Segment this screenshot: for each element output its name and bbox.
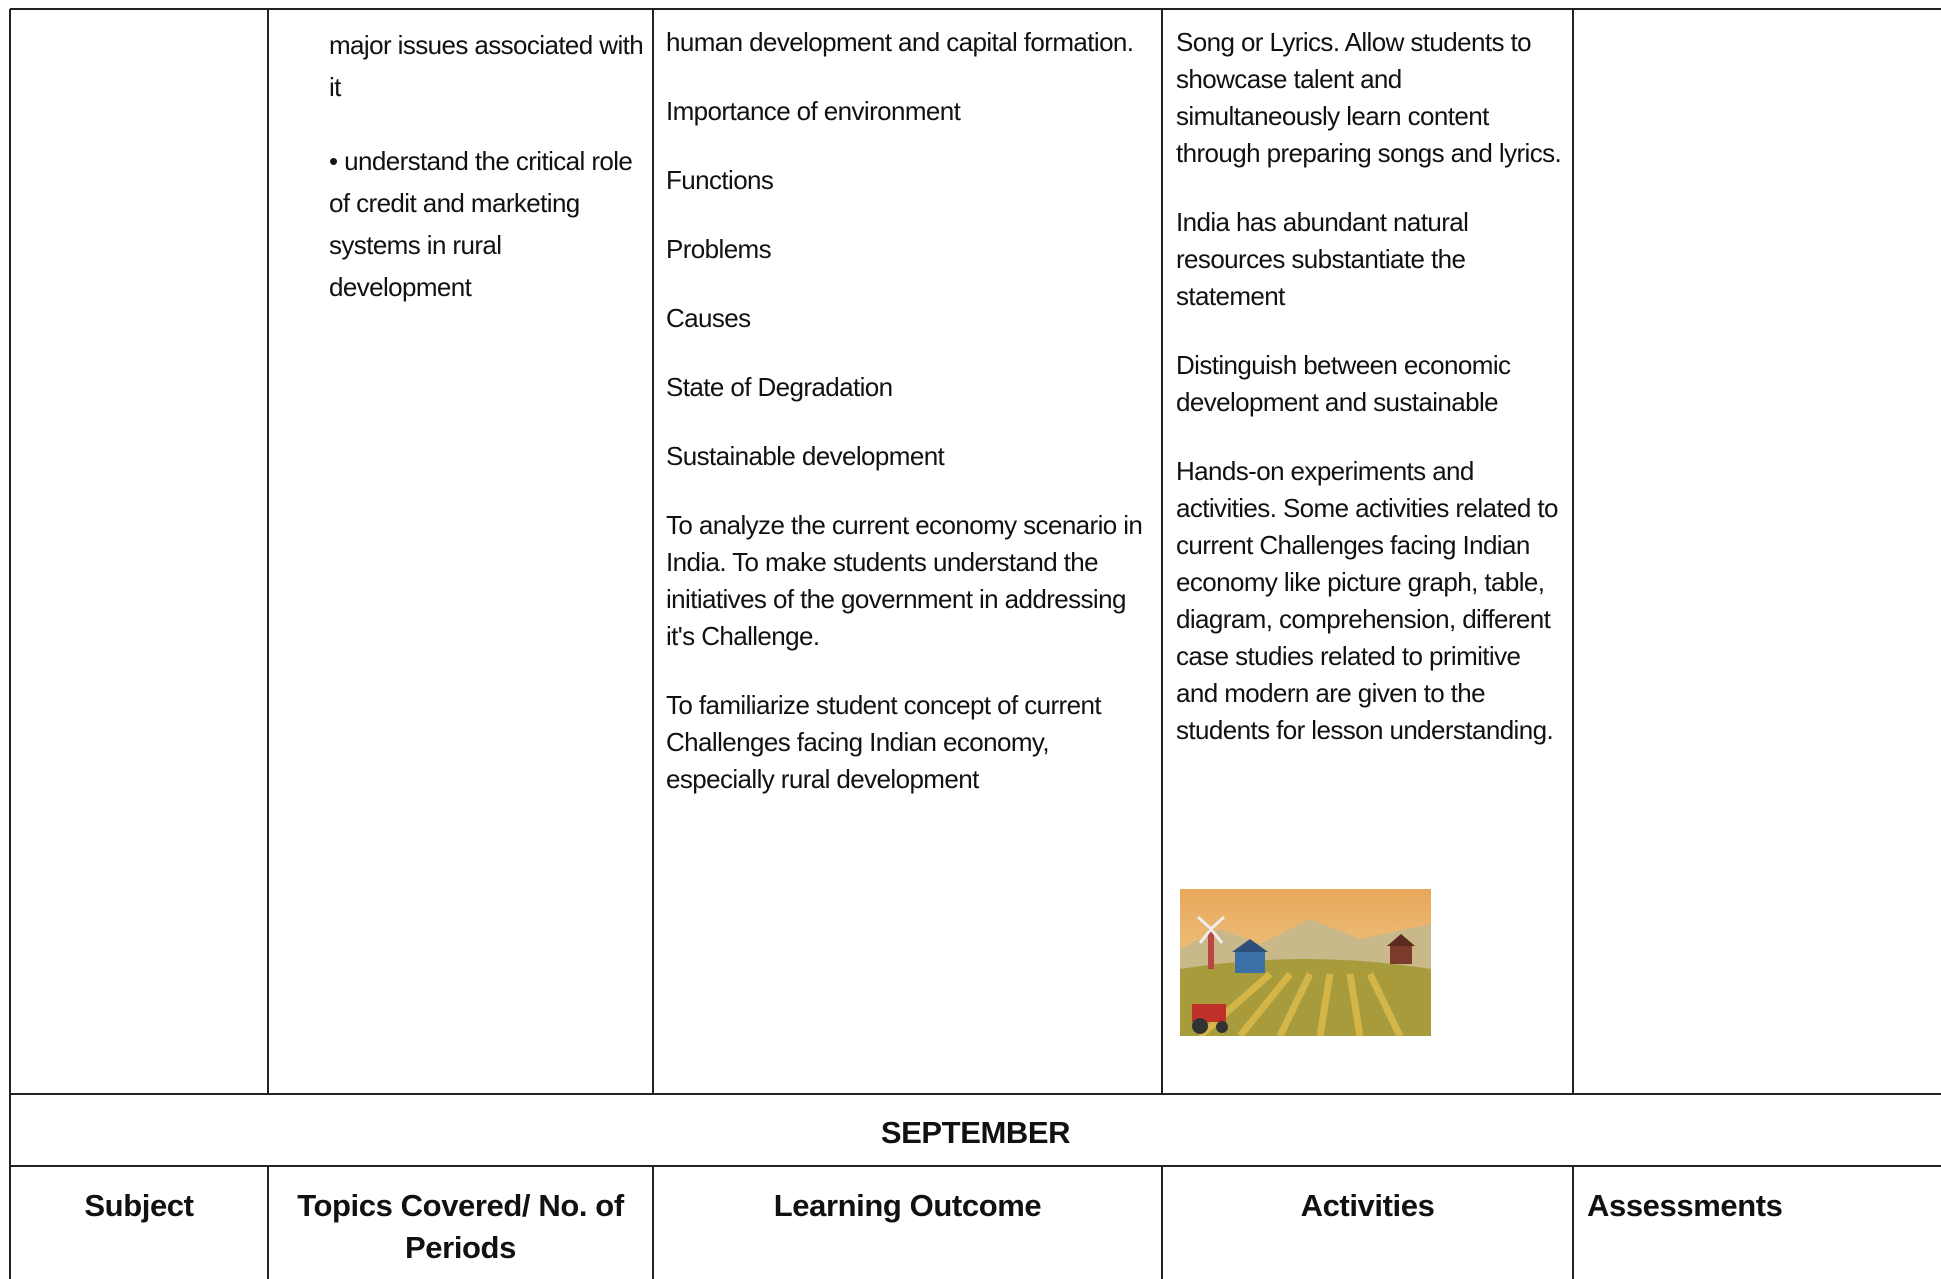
cell-paragraph: To familiarize student concept of curren… — [666, 690, 1102, 794]
cell-paragraph: Song or Lyrics. Allow students to showca… — [1176, 27, 1562, 168]
column-header: Topics Covered/ No. of Periods — [297, 1188, 624, 1265]
cell-paragraph: human development and capital formation. — [666, 27, 1134, 57]
table-border — [1161, 1166, 1163, 1279]
table-border — [9, 9, 11, 1279]
cell-paragraph: India has abundant natural resources sub… — [1176, 207, 1469, 311]
month-title: SEPTEMBER — [880, 1115, 1071, 1150]
cell-paragraph: Importance of environment — [666, 96, 961, 126]
table-border — [267, 9, 269, 1094]
table-border — [652, 9, 654, 1094]
cell-paragraph: Problems — [666, 234, 772, 264]
cell-paragraph: To analyze the current economy scenario … — [666, 510, 1143, 651]
table-border — [652, 1166, 654, 1279]
cell-paragraph: major issues associated with it — [329, 30, 644, 102]
table-border — [1572, 9, 1574, 1094]
table-border — [1572, 1166, 1574, 1279]
farm-illustration — [1180, 889, 1431, 1036]
outcome-cell: human development and capital formation.… — [666, 24, 1156, 830]
topics-cell: major issues associated with it • underst… — [329, 24, 644, 340]
cell-paragraph: Distinguish between economic development… — [1176, 350, 1511, 417]
cell-paragraph: Sustainable development — [666, 441, 945, 471]
cell-paragraph: Functions — [666, 165, 774, 195]
cell-paragraph: Causes — [666, 303, 751, 333]
column-header: Subject — [84, 1188, 194, 1223]
cell-paragraph: State of Degradation — [666, 372, 893, 402]
table-border — [10, 8, 1941, 10]
table-border — [267, 1166, 269, 1279]
column-header: Activities — [1300, 1188, 1435, 1223]
cell-paragraph: • understand the critical role of credit… — [329, 146, 633, 302]
table-border — [1161, 9, 1163, 1094]
column-header: Learning Outcome — [773, 1188, 1042, 1223]
column-header: Assessments — [1587, 1188, 1783, 1223]
table-border — [10, 1093, 1941, 1095]
cell-paragraph: Hands-on experiments and activities. Som… — [1176, 456, 1558, 745]
table-border — [10, 1165, 1941, 1167]
activities-cell: Song or Lyrics. Allow students to showca… — [1176, 24, 1568, 781]
